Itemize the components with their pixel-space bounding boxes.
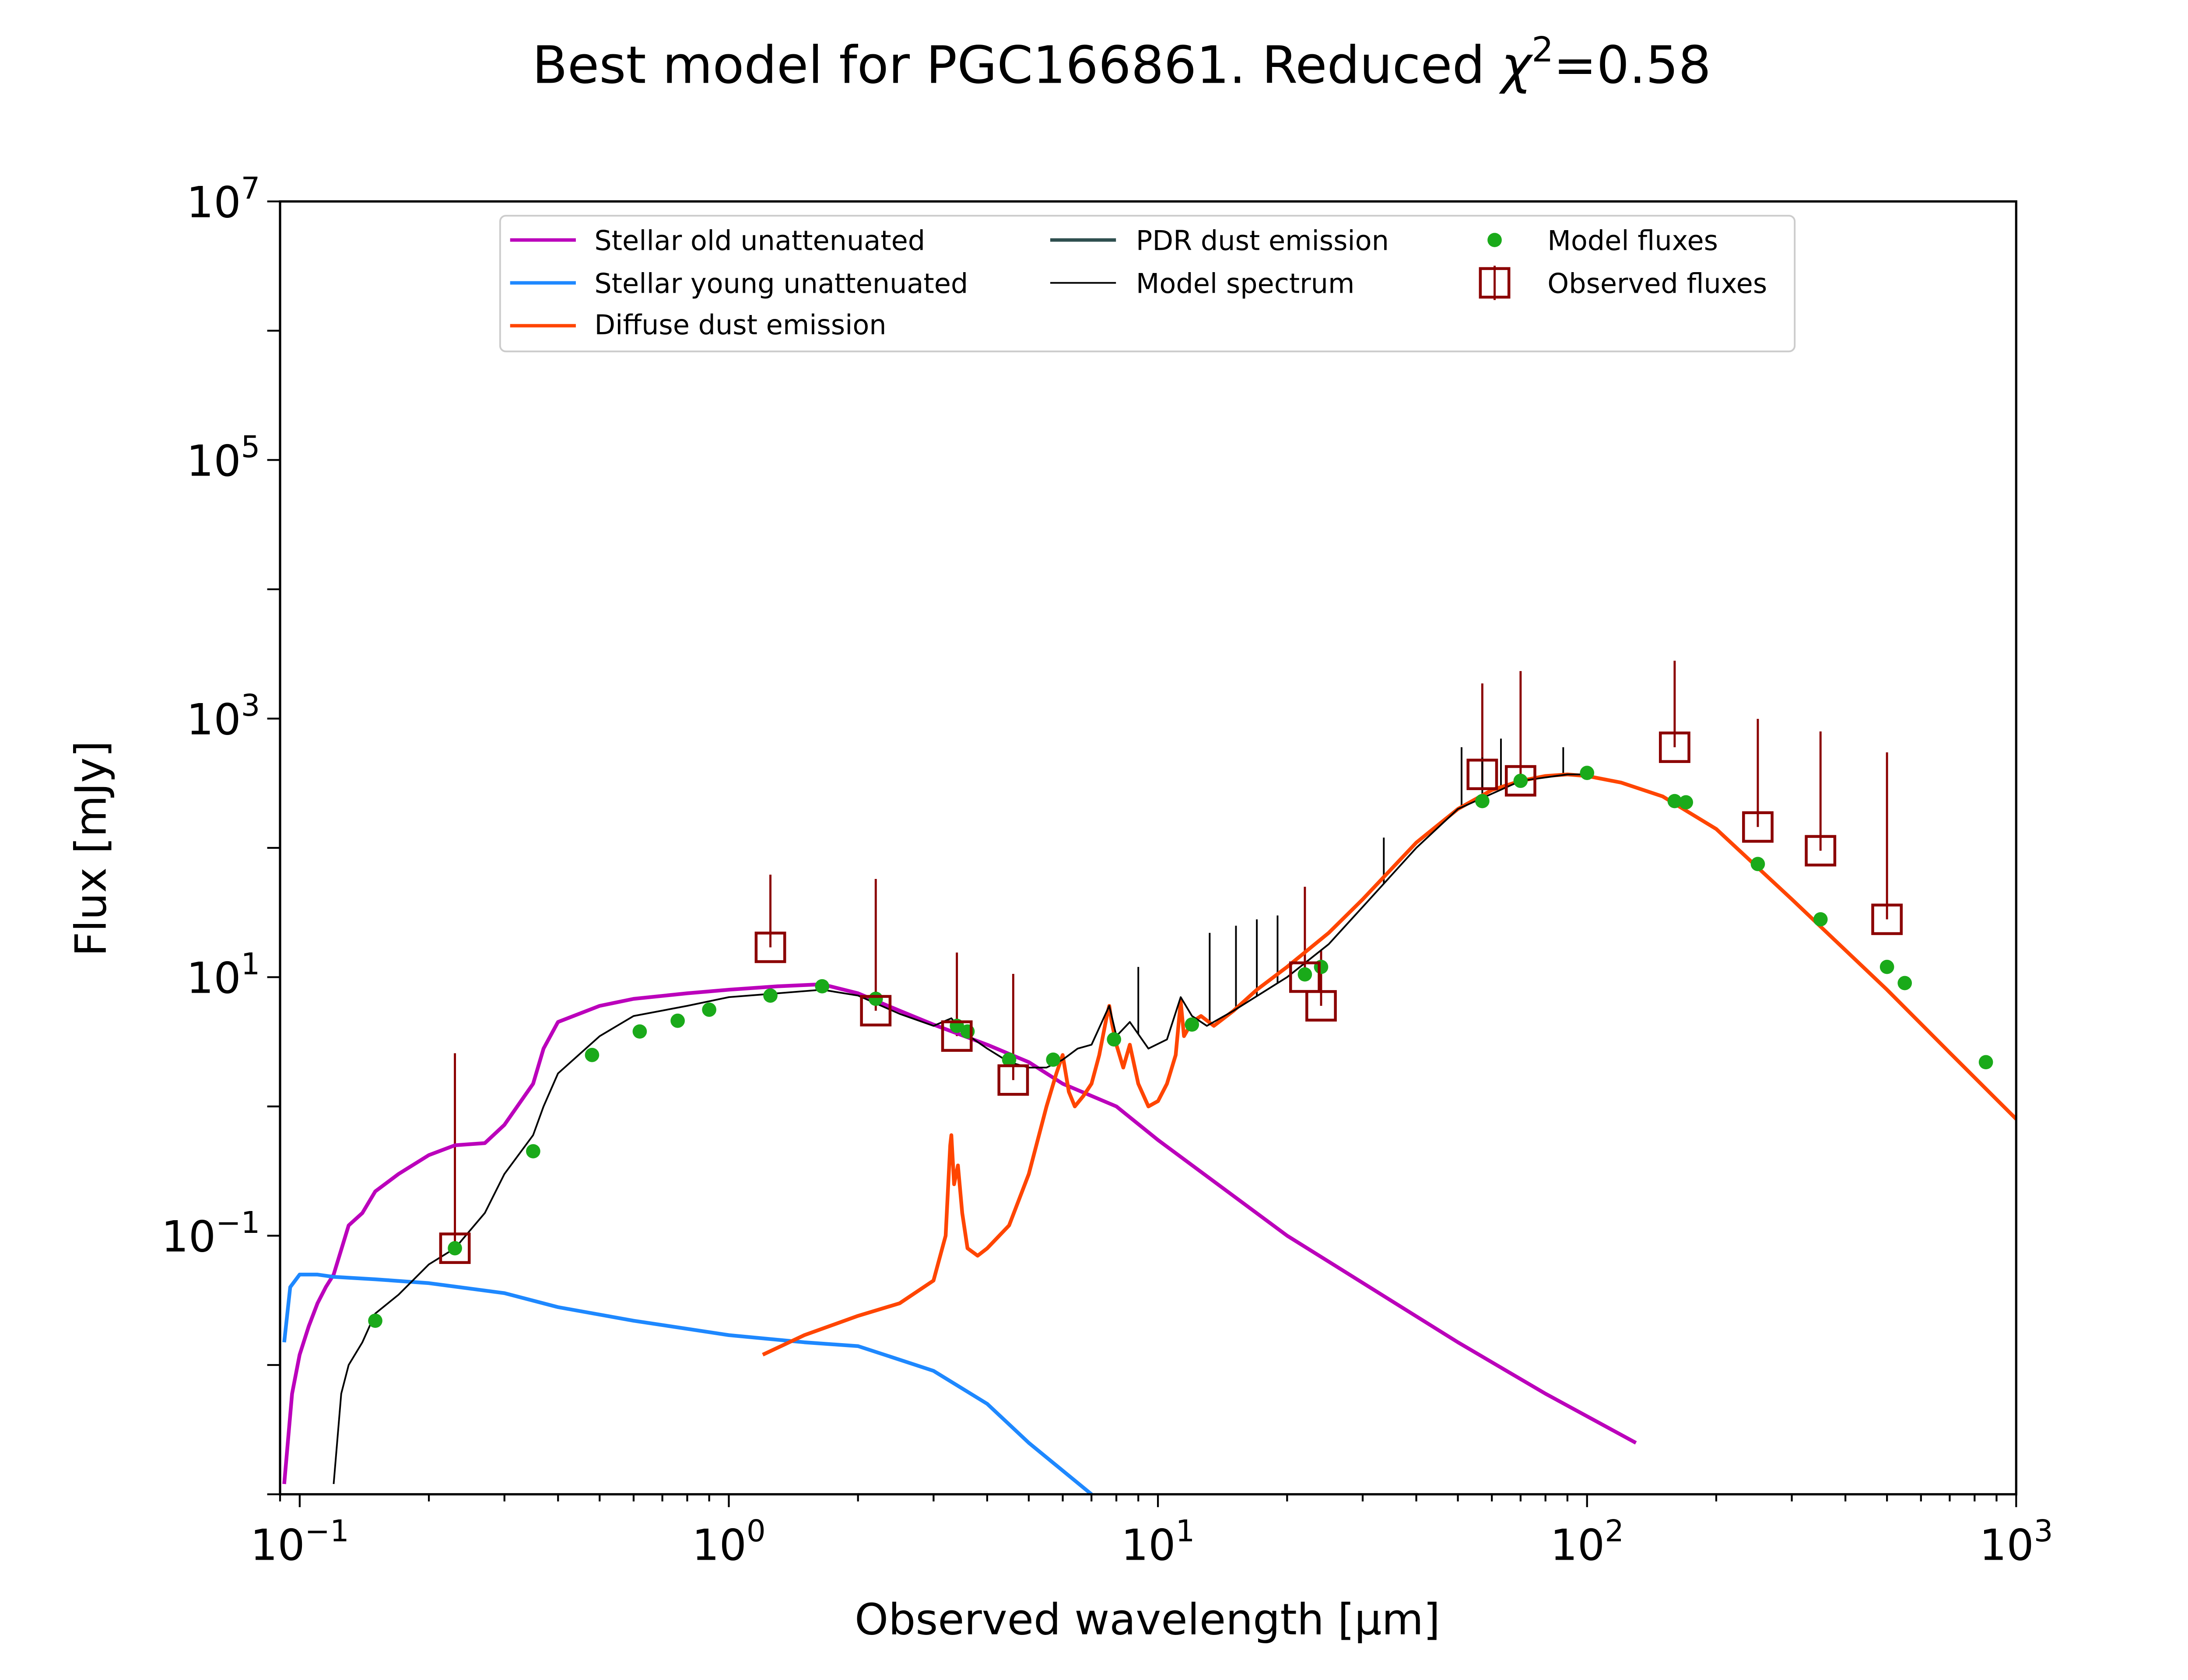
legend-label-observed-fluxes: Observed fluxes <box>1547 267 1767 299</box>
model-flux-point <box>815 979 830 994</box>
model-flux-point <box>1978 1055 1993 1070</box>
chart-title: Best model for PGC166861. Reduced χ2=0.5… <box>532 30 1711 95</box>
model-flux-point <box>702 1002 716 1017</box>
legend-label-stellar-young: Stellar young unattenuated <box>594 267 968 299</box>
observed-flux-point <box>860 995 892 1027</box>
model-flux-point <box>763 988 778 1003</box>
model-flux-point <box>1750 857 1765 872</box>
model-flux-point <box>1002 1052 1017 1067</box>
legend-label-model-spectrum: Model spectrum <box>1136 267 1355 299</box>
model-flux-point <box>448 1241 462 1256</box>
legend-label-pdr-dust: PDR dust emission <box>1136 224 1389 256</box>
y-tick-label: 10−1 <box>161 1205 260 1262</box>
model-flux-point <box>1679 795 1694 810</box>
plot-area <box>282 661 2016 1494</box>
legend: Stellar old unattenuated Stellar young u… <box>499 215 1796 353</box>
x-tick-label: 101 <box>1121 1514 1195 1570</box>
model-flux-point <box>868 991 883 1006</box>
model-flux-point <box>585 1048 600 1062</box>
stellar-young-line <box>282 1273 1093 1494</box>
legend-label-model-fluxes: Model fluxes <box>1547 224 1718 256</box>
model-flux-point <box>1667 794 1682 808</box>
x-tick-label: 10−1 <box>250 1514 349 1570</box>
y-axis-label: Flux [mJy] <box>67 741 116 956</box>
y-axis: 10−1 101 103 105 107 <box>161 171 280 1495</box>
x-tick-label: 103 <box>1979 1514 2053 1570</box>
y-tick-label: 103 <box>186 688 260 745</box>
observed-flux-point <box>941 1020 973 1052</box>
model-flux-point <box>1580 766 1595 780</box>
legend-swatch-model-fluxes <box>1487 233 1502 247</box>
observed-flux-point <box>1305 990 1337 1022</box>
model-flux-point <box>1046 1052 1061 1067</box>
x-axis-label: Observed wavelength [μm] <box>855 1595 1440 1645</box>
observed-flux-point <box>1805 835 1837 867</box>
model-flux-point <box>526 1144 540 1158</box>
x-tick-label: 102 <box>1550 1514 1624 1570</box>
model-flux-point <box>632 1024 647 1039</box>
observed-flux-point <box>754 931 786 963</box>
model-flux-point <box>1813 912 1828 927</box>
observed-flux-point <box>1289 961 1321 993</box>
model-flux-point <box>1297 967 1312 982</box>
model-flux-point <box>1897 976 1912 990</box>
y-tick-label: 105 <box>186 430 260 486</box>
model-flux-point <box>1879 959 1894 974</box>
observed-flux-point <box>1742 811 1774 843</box>
observed-flux-point <box>1466 759 1498 790</box>
observed-flux-point <box>1504 765 1536 797</box>
observed-flux-point <box>1659 732 1690 763</box>
legend-label-diffuse-dust: Diffuse dust emission <box>594 309 886 341</box>
x-axis: 10−1 100 101 102 103 <box>250 1494 2053 1571</box>
observed-flux-point <box>1871 903 1903 935</box>
model-flux-point <box>670 1013 685 1028</box>
model-flux-point <box>368 1313 382 1328</box>
x-tick-label: 100 <box>692 1514 765 1570</box>
legend-label-stellar-old: Stellar old unattenuated <box>594 224 925 256</box>
legend-box <box>499 215 1796 353</box>
model-flux-point <box>1107 1032 1122 1047</box>
model-flux-point <box>1513 774 1528 788</box>
model-flux-point <box>1475 794 1490 808</box>
model-spectrum-line <box>333 774 1587 1484</box>
observed-flux-point <box>439 1232 471 1264</box>
model-flux-point <box>1185 1017 1199 1032</box>
y-tick-label: 101 <box>186 947 260 1003</box>
y-tick-label: 107 <box>186 171 260 228</box>
observed-flux-point <box>997 1064 1029 1096</box>
